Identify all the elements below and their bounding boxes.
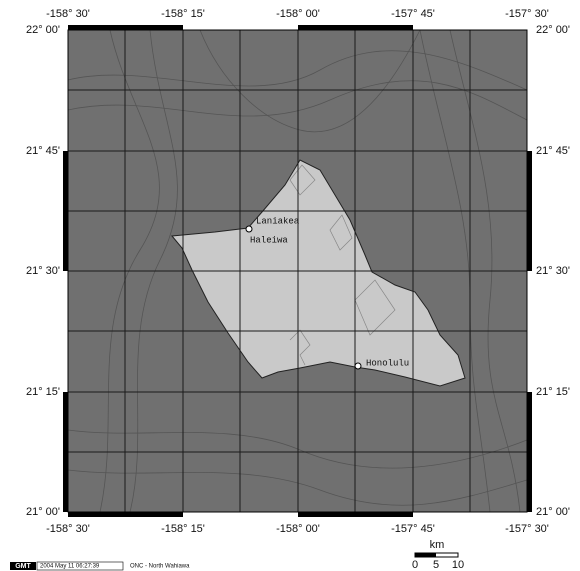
logo: GMT bbox=[15, 563, 31, 570]
scale-tick-label: 5 bbox=[433, 559, 439, 571]
longitude-label: -158° 00' bbox=[276, 523, 320, 535]
place-label: Haleiwa bbox=[250, 235, 288, 245]
latitude-label: 21° 45' bbox=[536, 145, 570, 157]
latitude-label: 22° 00' bbox=[536, 24, 570, 36]
longitude-label: -158° 15' bbox=[161, 8, 205, 20]
longitude-label: -157° 30' bbox=[505, 8, 549, 20]
place-label: Honolulu bbox=[366, 358, 409, 368]
scale-bar bbox=[415, 553, 458, 557]
scale-unit: km bbox=[430, 539, 445, 551]
place-marker bbox=[355, 363, 361, 369]
longitude-label: -158° 00' bbox=[276, 8, 320, 20]
map-figure: Laniakea Haleiwa Honolulu km GMT 2004 Ma… bbox=[0, 0, 580, 571]
latitude-label: 21° 30' bbox=[536, 265, 570, 277]
latitude-label: 22° 00' bbox=[26, 24, 60, 36]
latitude-label: 21° 15' bbox=[26, 386, 60, 398]
scale-tick-label: 10 bbox=[452, 559, 464, 571]
place-label: Laniakea bbox=[256, 216, 300, 226]
caption: ONC - North Wahiawa bbox=[130, 564, 190, 570]
longitude-label: -158° 30' bbox=[46, 523, 90, 535]
longitude-label: -157° 45' bbox=[391, 523, 435, 535]
longitude-label: -157° 45' bbox=[391, 8, 435, 20]
scale-tick-label: 0 bbox=[412, 559, 418, 571]
latitude-label: 21° 30' bbox=[26, 265, 60, 277]
latitude-label: 21° 45' bbox=[26, 145, 60, 157]
timestamp: 2004 May 11 06:27:39 bbox=[40, 564, 100, 570]
longitude-label: -157° 30' bbox=[505, 523, 549, 535]
longitude-label: -158° 30' bbox=[46, 8, 90, 20]
longitude-label: -158° 15' bbox=[161, 523, 205, 535]
place-marker bbox=[246, 226, 252, 232]
latitude-label: 21° 15' bbox=[536, 386, 570, 398]
latitude-label: 21° 00' bbox=[536, 506, 570, 518]
latitude-label: 21° 00' bbox=[26, 506, 60, 518]
